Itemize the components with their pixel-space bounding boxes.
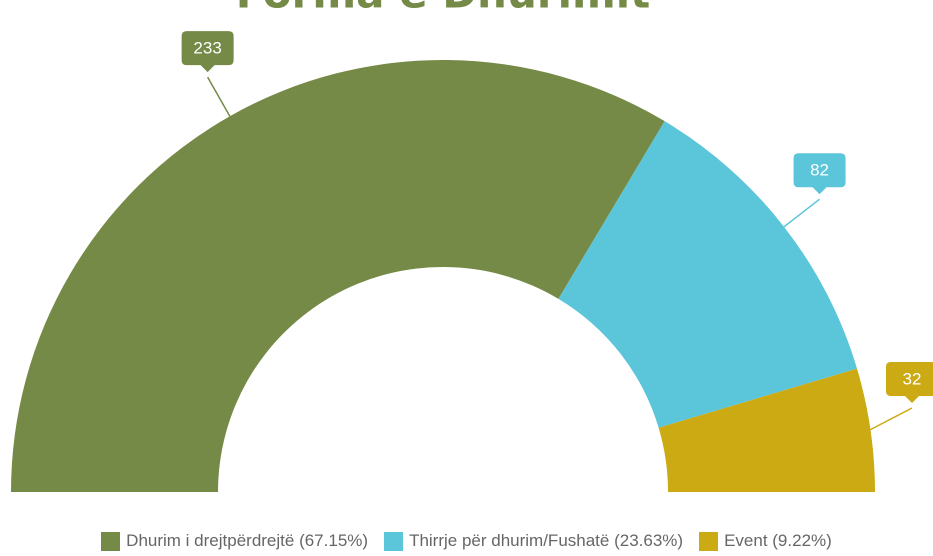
label-box (793, 153, 846, 195)
slice (558, 121, 857, 428)
leader-line (870, 407, 913, 431)
legend-swatch (101, 531, 121, 551)
legend-swatch (699, 531, 719, 551)
legend-label: Event (9.22%) (724, 531, 832, 550)
label-box (886, 362, 933, 403)
slice (11, 60, 665, 493)
legend-item[interactable]: Dhurim i drejtpërdrejtë (67.15%) (101, 531, 368, 551)
label-box (181, 31, 234, 73)
leader-line (206, 76, 231, 117)
chart-title: Forma e Dhurimit (236, 0, 650, 18)
legend-label: Dhurim i drejtpërdrejtë (67.15%) (126, 531, 369, 550)
legend-item[interactable]: Thirrje për dhurim/Fushatë (23.63%) (384, 531, 683, 551)
data-label: 233 (193, 39, 221, 58)
leader-line (783, 198, 821, 228)
legend-swatch (384, 531, 404, 551)
legend-label: Thirrje për dhurim/Fushatë (23.63%) (409, 531, 684, 550)
legend-item[interactable]: Event (9.22%) (699, 531, 832, 551)
slice (658, 368, 875, 492)
data-label: 82 (810, 161, 829, 180)
data-label: 32 (903, 369, 922, 388)
chart: Forma e Dhurimit 233 82 32 (11, 0, 933, 493)
legend: Dhurim i drejtpërdrejtë (67.15%) Thirrje … (0, 531, 933, 551)
